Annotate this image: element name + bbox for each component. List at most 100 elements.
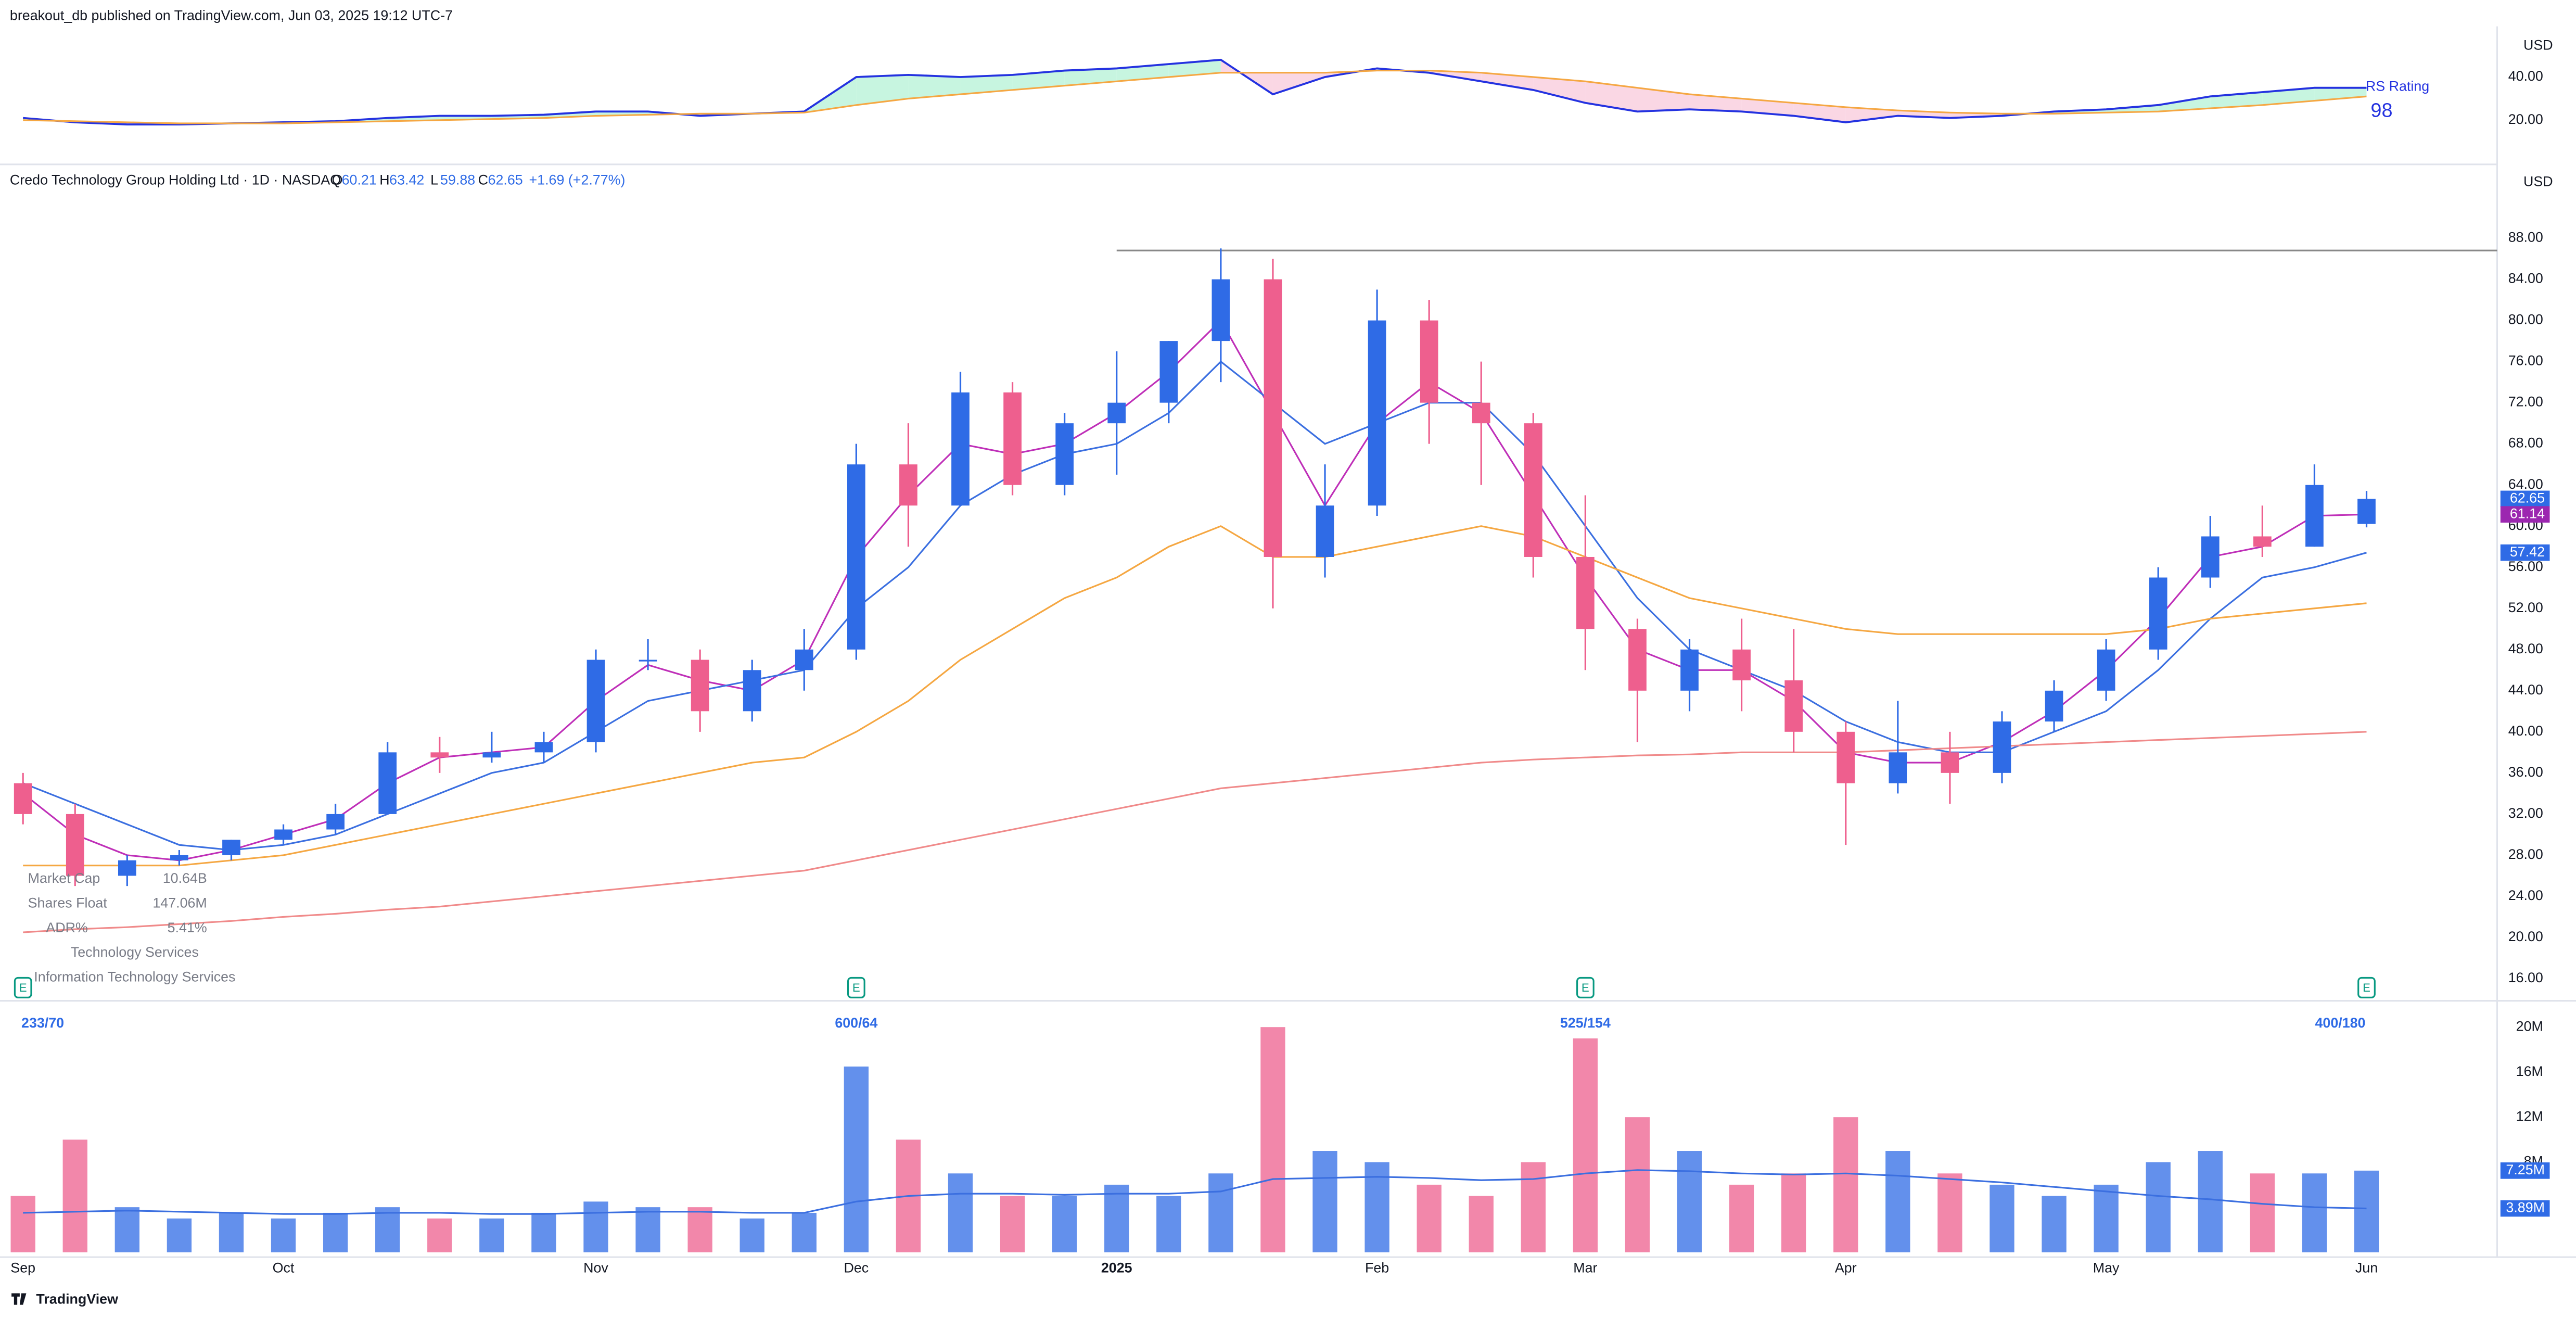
candle-body (795, 649, 813, 670)
earnings-badge (1576, 977, 1595, 998)
candle-body (951, 392, 970, 506)
volume-bar (1885, 1151, 1910, 1252)
volume-bar (1312, 1151, 1337, 1252)
rs-fill (908, 74, 961, 99)
volume-label: 3.89M (2506, 1200, 2545, 1215)
x-tick-label: Dec (844, 1260, 869, 1275)
rs-line (23, 58, 2367, 125)
candle-body (743, 670, 761, 712)
volume-bar (10, 1196, 35, 1252)
candle-body (1680, 649, 1699, 691)
y-tick-label: 80.00 (2508, 312, 2543, 327)
candle-body (482, 752, 501, 758)
y-tick-label: 68.00 (2508, 435, 2543, 451)
volume-bar (792, 1212, 817, 1252)
rs-label: RS Rating (2366, 78, 2429, 94)
volume-bar (583, 1201, 608, 1252)
volume-bar (2354, 1170, 2379, 1252)
volume-annotation: 400/180 (2315, 1015, 2365, 1031)
logo (11, 1293, 27, 1305)
stat-value: 10.64B (163, 870, 207, 886)
ohlc-key: H (379, 172, 389, 187)
candle-body (66, 814, 84, 876)
earnings-badge (2357, 977, 2376, 998)
candle-body (1628, 629, 1647, 691)
volume-bar (114, 1207, 140, 1252)
rs-fill (2158, 96, 2211, 112)
candle-body (170, 855, 188, 860)
candle-body (1212, 279, 1230, 341)
candle-body (2253, 536, 2272, 547)
candle-body (639, 660, 657, 662)
footer-brand: TradingView (36, 1291, 118, 1307)
volume-bar (1156, 1196, 1181, 1252)
rs-fill (960, 74, 1013, 95)
ohlc-key: O (332, 172, 343, 187)
candle-body (222, 840, 240, 855)
rs-fill (1116, 64, 1169, 82)
y-tick-label: 12M (2516, 1108, 2543, 1124)
x-tick-label: 2025 (1101, 1260, 1132, 1275)
candle-body (1159, 341, 1178, 403)
candle-body (1368, 320, 1386, 506)
rs-fill (1012, 70, 1065, 90)
rs-fill (1064, 68, 1117, 86)
candle-body (14, 783, 32, 814)
moving-average (23, 525, 2367, 867)
volume-bar (427, 1218, 452, 1252)
volume-bar (1000, 1196, 1025, 1252)
volume-bar (1833, 1117, 1858, 1252)
candle-body (1524, 423, 1542, 557)
x-tick-label: Jun (2355, 1260, 2378, 1275)
rs-fill (1533, 77, 1586, 103)
industry: Information Technology Services (34, 969, 235, 985)
sector: Technology Services (71, 944, 199, 960)
volume-bar (687, 1207, 712, 1252)
price-label-box (2500, 544, 2550, 561)
ohlc-key: L (430, 172, 438, 187)
y-tick-label: 72.00 (2508, 394, 2543, 410)
y-tick-label: 84.00 (2508, 271, 2543, 286)
candle-body (1941, 752, 1959, 773)
rs-fill (2262, 87, 2315, 105)
volume-bar (1469, 1196, 1494, 1252)
volume-bar (2094, 1184, 2119, 1252)
earnings-badge (14, 977, 32, 998)
ohlc-key: C (478, 172, 488, 187)
volume-bar (1052, 1196, 1077, 1252)
y-tick-label: 16.00 (2508, 970, 2543, 985)
rs-fill (1793, 103, 1846, 122)
earnings-badge (847, 977, 865, 998)
moving-average (23, 731, 2367, 933)
y-tick-label: 44.00 (2508, 682, 2543, 698)
volume-bar (1677, 1151, 1702, 1252)
x-tick-label: Oct (273, 1260, 295, 1275)
ohlc-value: 62.65 (488, 172, 523, 187)
ohlc-value: 59.88 (440, 172, 475, 187)
rs-fill (1168, 59, 1221, 77)
volume-bar (1781, 1173, 1806, 1252)
volume-label: 7.25M (2506, 1162, 2545, 1177)
y-tick-label: 20.00 (2508, 111, 2543, 127)
volume-bar (1573, 1038, 1598, 1252)
price-label: 57.42 (2510, 544, 2545, 560)
candle-body (586, 660, 605, 742)
candle-body (1055, 423, 1074, 485)
volume-bar (1937, 1173, 1962, 1252)
rs-fill (1689, 94, 1742, 112)
candle-body (1003, 392, 1022, 485)
candle-body (2149, 577, 2167, 650)
price-label-box (2500, 506, 2550, 523)
candle-body (378, 752, 397, 814)
x-tick-label: Nov (583, 1260, 608, 1275)
volume-bar (62, 1139, 87, 1252)
candle-body (1264, 279, 1282, 557)
earnings-marker: E (2363, 981, 2370, 994)
volume-bar (2042, 1196, 2067, 1252)
currency: USD (2523, 37, 2553, 53)
earnings-marker: E (1582, 981, 1589, 994)
x-tick-label: Mar (1573, 1260, 1597, 1275)
x-tick-label: Apr (1835, 1260, 1857, 1275)
candle-body (1837, 731, 1855, 783)
volume-bar (1729, 1184, 1754, 1252)
